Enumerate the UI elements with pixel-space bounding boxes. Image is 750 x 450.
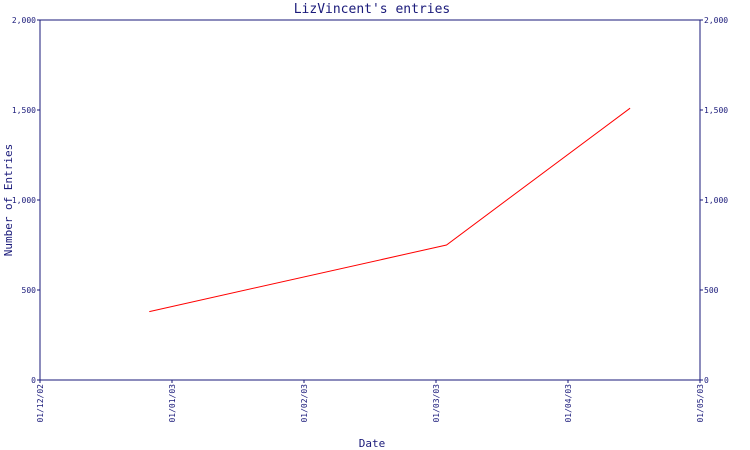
y-axis-left: 0 500 1,000 1,500 2,000: [12, 16, 40, 385]
y-tick-label-left: 500: [22, 286, 37, 295]
x-axis: 01/12/02 01/01/03 01/02/03 01/03/03 01/04/03…: [36, 380, 705, 423]
y-axis-label: Number of Entries: [2, 144, 15, 257]
y-tick-label-left: 2,000: [12, 16, 36, 25]
x-tick-label: 01/12/02: [36, 384, 45, 423]
x-axis-label: Date: [359, 437, 386, 450]
y-tick-label-right: 1,500: [704, 106, 728, 115]
y-tick-label-right: 2,000: [704, 16, 728, 25]
y-axis-right: 0 500 1,000 1,500 2,000: [700, 16, 728, 385]
x-tick-label: 01/02/03: [300, 384, 309, 423]
series-line: [149, 107, 631, 313]
y-tick-label-right: 0: [704, 376, 709, 385]
x-tick-label: 01/04/03: [564, 384, 573, 423]
y-tick-label-left: 0: [31, 376, 36, 385]
chart-title: LizVincent's entries: [294, 2, 451, 17]
y-tick-label-right: 1,000: [704, 196, 728, 205]
x-tick-label: 01/03/03: [432, 384, 441, 423]
x-tick-label: 01/01/03: [168, 384, 177, 423]
y-tick-label-left: 1,500: [12, 106, 36, 115]
x-tick-label: 01/05/03: [696, 384, 705, 423]
y-tick-label-right: 500: [704, 286, 719, 295]
plot-area: [39, 19, 701, 381]
y-tick-label-left: 1,000: [12, 196, 36, 205]
